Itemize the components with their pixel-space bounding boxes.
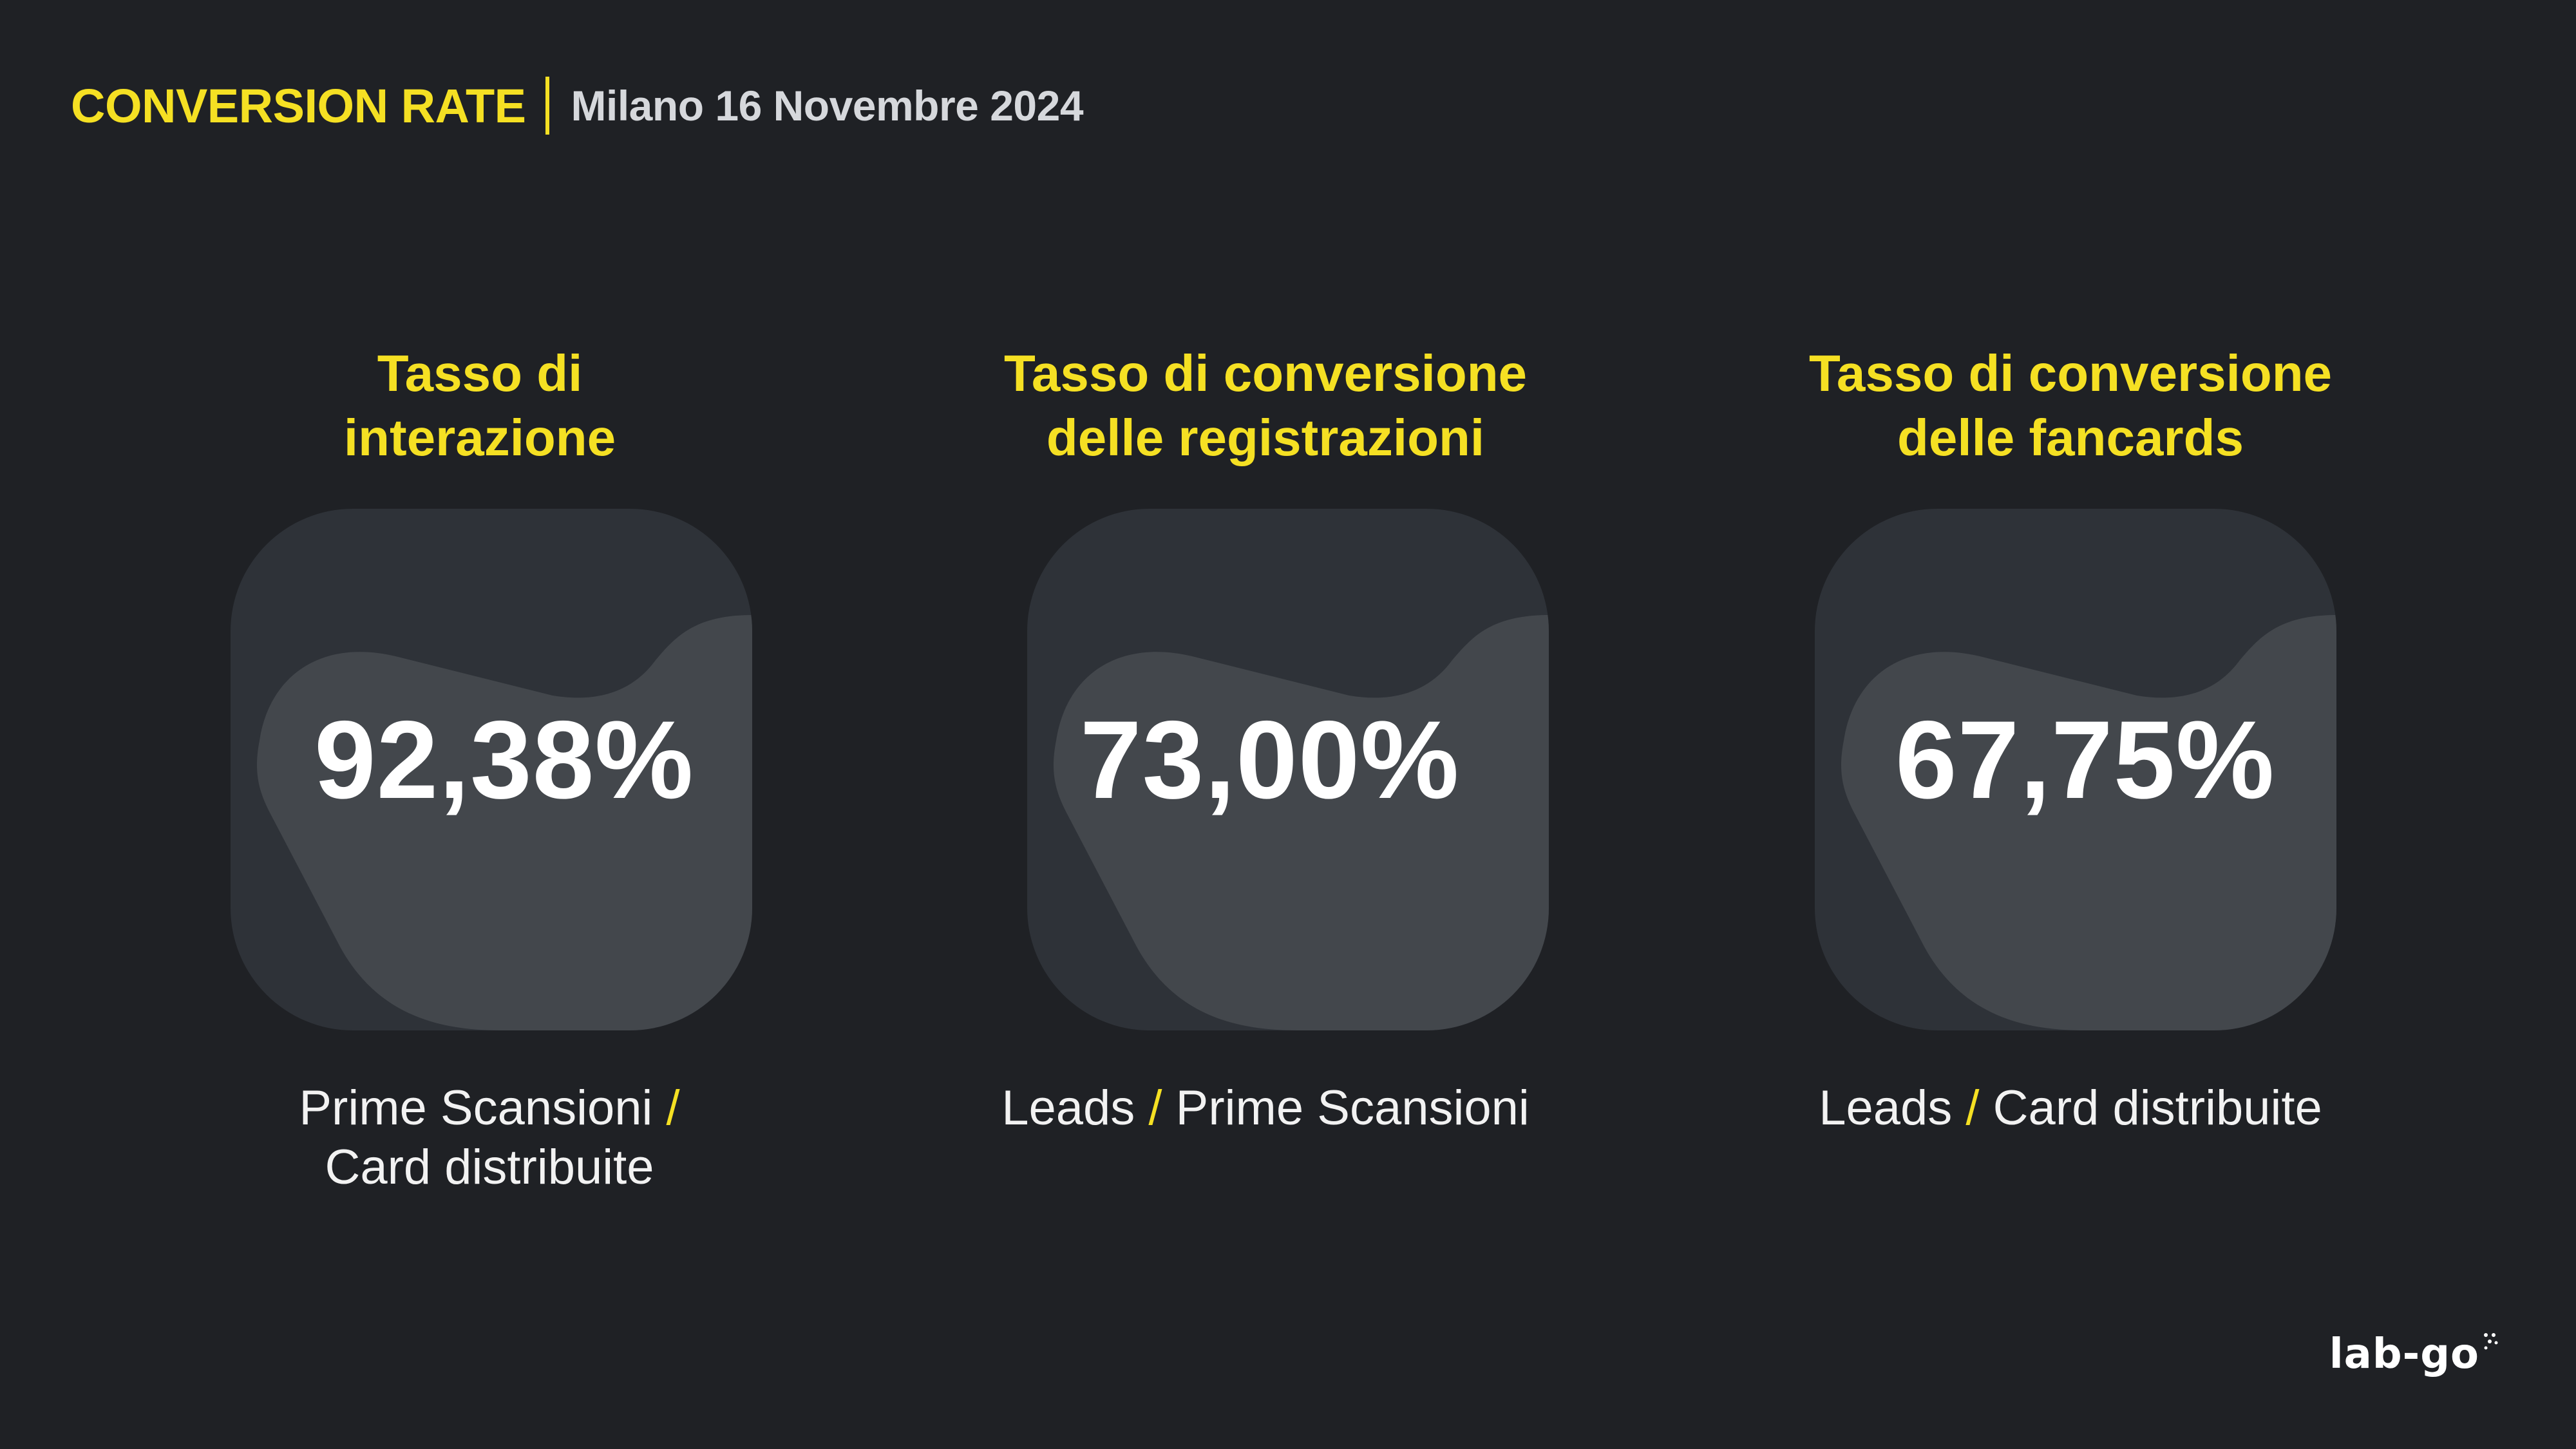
formula-separator: /	[1965, 1081, 1980, 1135]
formula-denominator: Card distribuite	[1993, 1081, 2322, 1135]
metric-formula: Leads / Card distribuite	[1748, 1079, 2392, 1138]
header-divider	[545, 77, 549, 135]
metric-title-line: Tasso di conversione	[1003, 345, 1528, 402]
formula-numerator: Leads	[1819, 1081, 1953, 1135]
metric-tile	[1027, 509, 1549, 1030]
metric-tile	[1815, 509, 2336, 1030]
metric-registrazioni: Tasso di conversione delle registrazioni…	[943, 0, 1587, 1449]
formula-separator: /	[666, 1081, 680, 1135]
formula-numerator: Leads	[1001, 1081, 1135, 1135]
metric-title: Tasso di conversione delle registrazioni	[943, 341, 1587, 470]
metric-value: 92,38%	[314, 698, 694, 822]
metric-title-line: delle fancards	[1897, 409, 2244, 466]
metric-title: Tasso di conversione delle fancards	[1748, 341, 2392, 470]
page-subtitle: Milano 16 Novembre 2024	[571, 82, 1084, 129]
formula-separator: /	[1148, 1081, 1162, 1135]
metric-tile	[231, 509, 752, 1030]
metric-fancards: Tasso di conversione delle fancards 67,7…	[1748, 0, 2392, 1449]
metric-title-line: delle registrazioni	[1046, 409, 1485, 466]
metric-title-line: interazione	[343, 409, 616, 466]
page-header: CONVERSION RATE Milano 16 Novembre 2024	[71, 76, 1084, 135]
metric-title-line: Tasso di conversione	[1808, 345, 2333, 402]
tile-shape-graphic	[1841, 615, 2336, 1030]
tile-shape-graphic	[1053, 615, 1549, 1030]
metric-value: 67,75%	[1895, 698, 2275, 822]
lab-go-logo-icon	[2484, 1333, 2498, 1350]
metric-title: Tasso di interazione	[158, 341, 802, 470]
formula-denominator: Card distribuite	[325, 1140, 654, 1195]
tile-shape-graphic	[256, 615, 752, 1030]
brand-logo-text: lab-go	[2329, 1331, 2479, 1378]
metric-formula: Prime Scansioni / Card distribuite	[283, 1079, 696, 1197]
formula-denominator: Prime Scansioni	[1175, 1081, 1530, 1135]
brand-logo: lab-go	[2329, 1331, 2499, 1378]
metric-value: 73,00%	[1080, 698, 1460, 822]
metric-title-line: Tasso di	[377, 345, 583, 402]
metric-interazione: Tasso di interazione 92,38% Prime Scansi…	[158, 0, 802, 1449]
formula-numerator: Prime Scansioni	[299, 1081, 653, 1135]
page-title: CONVERSION RATE	[71, 79, 526, 133]
metric-formula: Leads / Prime Scansioni	[943, 1079, 1587, 1138]
